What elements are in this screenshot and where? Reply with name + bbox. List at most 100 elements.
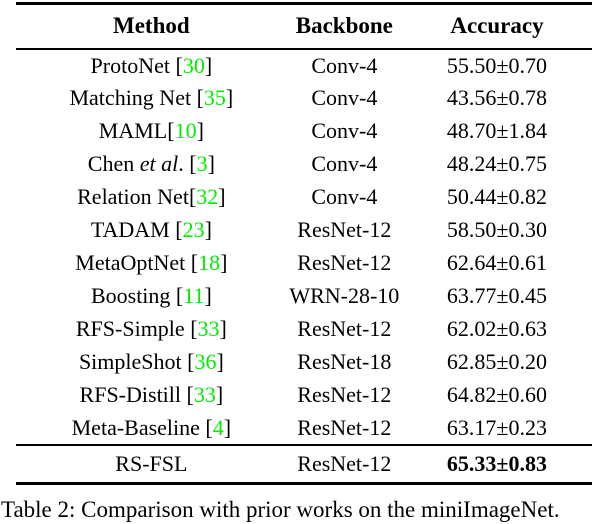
method-cell: ProtoNet [30] [16, 49, 287, 82]
table-row: RFS-Distill [33] ResNet-12 64.82±0.60 [16, 379, 592, 412]
backbone-value: ResNet-12 [297, 414, 392, 440]
citation-link[interactable]: 10 [174, 118, 197, 143]
citation-link[interactable]: 30 [182, 52, 205, 78]
backbone-cell: ResNet-12 [287, 379, 402, 412]
table-row: MAML[10] Conv-4 48.70±1.84 [16, 115, 592, 148]
accuracy-cell: 64.82±0.60 [402, 379, 592, 412]
backbone-cell: WRN-28-10 [287, 280, 402, 313]
accuracy-cell: 62.64±0.61 [402, 247, 592, 280]
citation-bracket-close: ] [220, 250, 228, 275]
backbone-value: WRN-28-10 [289, 283, 400, 308]
citation-bracket-close: ] [218, 184, 226, 209]
citation-link[interactable]: 32 [196, 184, 219, 209]
backbone-cell: ResNet-12 [287, 214, 402, 247]
backbone-cell: Conv-4 [287, 148, 402, 181]
accuracy-cell: 65.33±0.83 [402, 445, 592, 484]
backbone-value: Conv-4 [311, 52, 378, 78]
method-cell: TADAM [23] [16, 214, 287, 247]
method-cell: RFS-Simple [33] [16, 313, 287, 346]
citation-bracket-open: [ [199, 414, 213, 440]
citation-bracket-close: ] [219, 316, 227, 341]
accuracy-value: 65.33±0.83 [446, 450, 547, 476]
method-cell: Chen et al. [3] [16, 148, 287, 181]
accuracy-cell: 58.50±0.30 [402, 214, 592, 247]
citation-bracket-close: ] [225, 85, 234, 110]
accuracy-cell: 63.77±0.45 [402, 280, 592, 313]
method-name: MAML [98, 118, 168, 143]
table-row: Meta-Baseline [4] ResNet-12 63.17±0.23 [16, 412, 592, 445]
citation-bracket-close: ] [204, 283, 212, 308]
method-cell: RFS-Distill [33] [16, 379, 287, 412]
backbone-cell: ResNet-12 [287, 412, 402, 445]
column-header-accuracy: Accuracy [450, 13, 544, 39]
accuracy-cell: 50.44±0.82 [402, 181, 592, 214]
accuracy-cell: 63.17±0.23 [402, 412, 592, 445]
backbone-value: Conv-4 [311, 118, 378, 143]
backbone-value: ResNet-12 [297, 450, 392, 476]
accuracy-cell: 62.02±0.63 [402, 313, 592, 346]
backbone-value: Conv-4 [311, 151, 378, 176]
table-row: Relation Net[32] Conv-4 50.44±0.82 [16, 181, 592, 214]
citation-link[interactable]: 3 [196, 151, 208, 176]
citation-bracket-close: ] [204, 217, 212, 242]
citation-bracket-close: ] [204, 52, 213, 78]
method-name: MetaOptNet [75, 250, 186, 275]
citation-link[interactable]: 18 [198, 250, 221, 275]
backbone-cell: Conv-4 [287, 181, 402, 214]
method-name: Boosting [90, 283, 171, 308]
table-row: MetaOptNet [18] ResNet-12 62.64±0.61 [16, 247, 592, 280]
backbone-value: Conv-4 [311, 85, 378, 110]
table-row: ProtoNet [30] Conv-4 55.50±0.70 [16, 49, 592, 82]
column-header-backbone: Backbone [295, 13, 393, 39]
table-row: TADAM [23] ResNet-12 58.50±0.30 [16, 214, 592, 247]
backbone-value: ResNet-18 [297, 349, 392, 374]
accuracy-cell: 48.24±0.75 [402, 148, 592, 181]
accuracy-cell: 43.56±0.78 [402, 82, 592, 115]
backbone-cell: Conv-4 [287, 115, 402, 148]
backbone-cell: Conv-4 [287, 82, 402, 115]
backbone-cell: ResNet-12 [287, 445, 402, 484]
citation-link[interactable]: 11 [183, 283, 205, 308]
table-row: Boosting [11] WRN-28-10 63.77±0.45 [16, 280, 592, 313]
table-caption: Table 2: Comparison with prior works on … [1, 497, 560, 522]
citation-bracket-open: [ [181, 382, 194, 407]
table-header: Method Backbone Accuracy [16, 4, 592, 49]
backbone-cell: ResNet-12 [287, 313, 402, 346]
citation-link[interactable]: 33 [193, 382, 216, 407]
method-name: ProtoNet [90, 52, 170, 78]
accuracy-cell: 55.50±0.70 [402, 49, 592, 82]
citation-bracket-open: [ [188, 184, 197, 209]
method-name: RFS-Simple [75, 316, 185, 341]
accuracy-value: 63.77±0.45 [446, 283, 547, 308]
citation-bracket-open: [ [181, 349, 195, 374]
accuracy-value: 62.85±0.20 [446, 349, 547, 374]
method-cell: MAML[10] [16, 115, 287, 148]
accuracy-value: 58.50±0.30 [446, 217, 547, 242]
method-cell: Relation Net[32] [16, 181, 287, 214]
accuracy-value: 48.24±0.75 [446, 151, 547, 176]
method-name-italic: et al [139, 151, 179, 176]
backbone-cell: ResNet-12 [287, 247, 402, 280]
method-name-tail: . [178, 151, 184, 176]
method-name: Chen [87, 151, 140, 176]
citation-link[interactable]: 35 [203, 85, 226, 110]
table-row: RS-FSL ResNet-12 65.33±0.83 [16, 445, 592, 484]
citation-bracket-close: ] [216, 349, 224, 374]
backbone-value: ResNet-12 [297, 382, 392, 407]
citation-link[interactable]: 33 [197, 316, 220, 341]
citation-bracket-open: [ [183, 151, 197, 176]
header-row: Method Backbone Accuracy [16, 4, 592, 49]
method-name: Meta-Baseline [71, 414, 200, 440]
citation-bracket-open: [ [170, 52, 183, 78]
citation-link[interactable]: 4 [212, 414, 224, 440]
citation-link[interactable]: 36 [194, 349, 217, 374]
method-name: RS-FSL [115, 450, 188, 476]
table-row: RFS-Simple [33] ResNet-12 62.02±0.63 [16, 313, 592, 346]
backbone-value: ResNet-12 [297, 250, 392, 275]
method-name: RFS-Distill [79, 382, 182, 407]
backbone-value: ResNet-12 [297, 217, 392, 242]
column-header-method: Method [113, 13, 190, 39]
method-cell: Meta-Baseline [4] [16, 412, 287, 445]
citation-bracket-open: [ [167, 118, 175, 143]
citation-link[interactable]: 23 [182, 217, 205, 242]
